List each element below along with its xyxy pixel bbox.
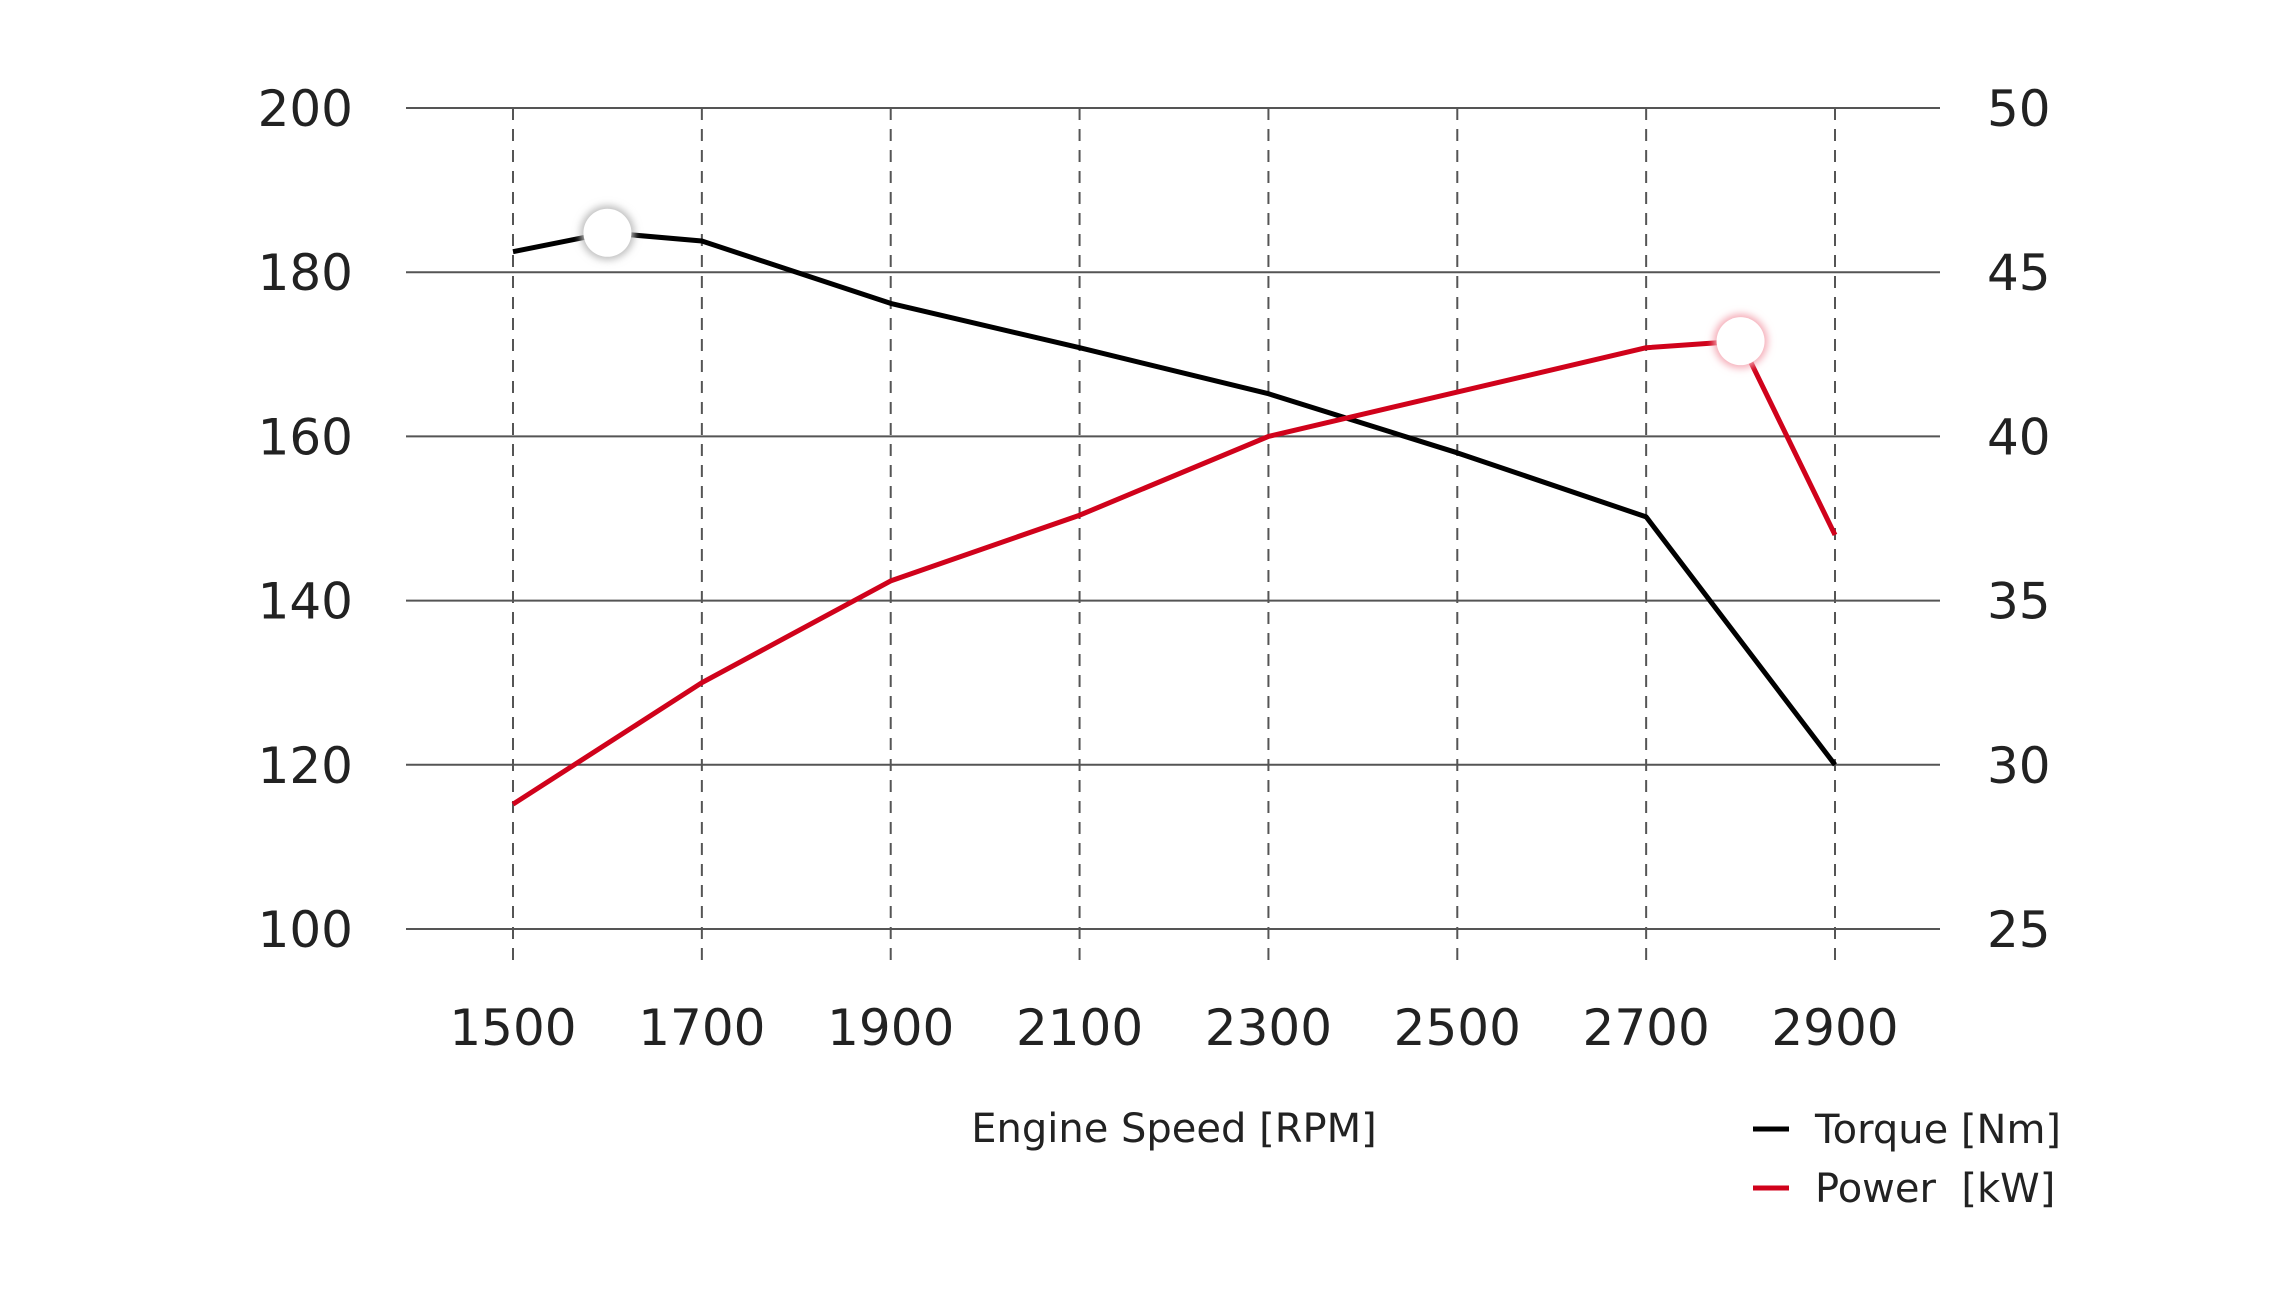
x-tick-label: 2900 [1771, 999, 1898, 1057]
x-tick-label: 2100 [1016, 999, 1143, 1057]
y-left-tick-label: 140 [258, 573, 353, 631]
y-right-tick-label: 50 [1987, 80, 2051, 138]
data-point [699, 238, 705, 244]
y-left-tick-label: 200 [258, 80, 353, 138]
y-right-tick-label: 40 [1987, 408, 2051, 466]
data-point [510, 249, 516, 255]
legend-label-power: Power [kW] [1815, 1166, 2055, 1212]
x-tick-label: 2700 [1583, 999, 1710, 1057]
data-point [1265, 391, 1271, 397]
data-point [1643, 514, 1649, 520]
x-tick-label: 2500 [1394, 999, 1521, 1057]
data-point [1077, 345, 1083, 351]
data-point [1454, 450, 1460, 456]
x-tick-label: 1500 [449, 999, 576, 1057]
y-right-tick-label: 35 [1987, 573, 2051, 631]
data-point [1832, 532, 1838, 538]
y-right-tick-label: 25 [1987, 901, 2051, 959]
y-right-tick-label: 45 [1987, 244, 2051, 302]
highlight-marker [1716, 317, 1765, 366]
x-axis-label: Engine Speed [RPM] [971, 1106, 1377, 1152]
series-line-torque [512, 230, 1837, 767]
data-point [1832, 762, 1838, 768]
x-tick-label: 1700 [638, 999, 765, 1057]
data-point [1265, 433, 1271, 439]
y-right-tick-label: 30 [1987, 737, 2051, 795]
y-left-tick-label: 180 [258, 244, 353, 302]
data-point [888, 578, 894, 584]
data-point [888, 300, 894, 306]
highlight-marker [583, 208, 632, 257]
data-point [1077, 512, 1083, 518]
data-point [1643, 345, 1649, 351]
y-left-tick-label: 100 [258, 901, 353, 959]
legend: Torque [Nm] Power [kW] [1753, 1107, 2061, 1212]
data-point [699, 680, 705, 686]
x-tick-label: 1900 [827, 999, 954, 1057]
y-left-tick-label: 160 [258, 408, 353, 466]
y-left-tick-label: 120 [258, 737, 353, 795]
x-tick-label: 2300 [1205, 999, 1332, 1057]
legend-label-torque: Torque [Nm] [1814, 1107, 2061, 1153]
series-line-power [511, 338, 1838, 807]
data-point [510, 801, 516, 807]
